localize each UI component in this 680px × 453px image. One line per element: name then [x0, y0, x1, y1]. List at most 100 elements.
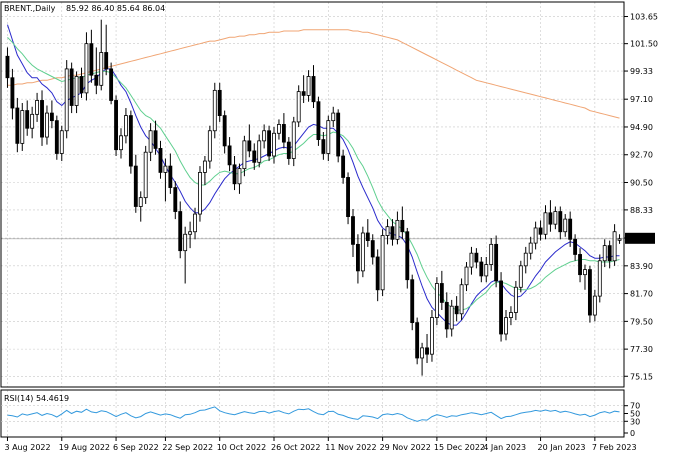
- candle-bull: [504, 317, 508, 335]
- candle-bear: [301, 91, 306, 96]
- ohlc-label: 85.92 86.40 85.64 86.04: [66, 4, 165, 13]
- candle-bull: [592, 295, 597, 316]
- candle-bull: [74, 76, 79, 106]
- rsi-tick-label: 30: [630, 417, 640, 426]
- date-tick-label: 20 Jan 2023: [538, 443, 586, 452]
- candle-bear: [168, 165, 173, 188]
- candle-bear: [178, 211, 183, 252]
- candle-bear: [494, 243, 499, 282]
- candle-bull: [207, 130, 212, 162]
- candle-bear: [281, 124, 286, 143]
- candle-bear: [607, 245, 612, 262]
- candle-bull: [84, 43, 89, 94]
- candle-bull: [523, 252, 528, 267]
- candle-bear: [286, 141, 291, 159]
- candle-bear: [558, 211, 563, 233]
- candle-bear: [568, 218, 573, 240]
- candle-bear: [346, 177, 350, 217]
- candle-bear: [351, 216, 355, 245]
- candle-bull: [257, 140, 262, 163]
- date-tick-label: 26 Oct 2022: [271, 443, 320, 452]
- candle-bear: [109, 68, 114, 101]
- current-price-tag: [625, 232, 655, 244]
- price-panel-frame: [0, 1, 625, 388]
- candle-bear: [415, 322, 420, 359]
- rsi-line: [7, 406, 620, 422]
- price-tick-label: 92.70: [630, 151, 653, 160]
- candle-bull: [464, 266, 469, 286]
- candle-bear: [222, 115, 227, 147]
- candle-bear: [400, 219, 405, 233]
- candle-bear: [173, 187, 178, 212]
- candle-bull: [306, 76, 311, 96]
- candle-bull: [430, 317, 434, 355]
- panel-frames: [0, 1, 625, 438]
- candle-bull: [380, 235, 385, 291]
- candle-bull: [385, 226, 390, 236]
- candle-bear: [336, 112, 341, 157]
- candle-bull: [602, 245, 607, 262]
- date-tick-label: 29 Nov 2022: [380, 443, 431, 452]
- rsi-label: RSI(14) 54.4619: [4, 394, 69, 403]
- candle-bear: [390, 226, 395, 240]
- candle-bear: [548, 212, 553, 225]
- candle-bull: [291, 121, 296, 159]
- candle-bear: [444, 302, 449, 330]
- date-tick-label: 10 Oct 2022: [217, 443, 266, 452]
- candle-bear: [79, 76, 84, 94]
- candle-bear: [587, 269, 592, 316]
- candle-bull: [484, 264, 489, 277]
- candle-bull: [563, 218, 568, 233]
- candle-bull: [188, 231, 193, 235]
- candle-bear: [370, 240, 375, 258]
- candle-bear: [227, 145, 232, 166]
- candle-bull: [148, 130, 153, 153]
- candle-bull: [163, 165, 168, 173]
- candle-bull: [20, 110, 25, 144]
- rsi-tick-label: 0: [630, 429, 635, 438]
- candle-bear: [321, 139, 326, 154]
- candle-bull: [326, 120, 331, 154]
- candle-bear: [439, 283, 444, 303]
- candle-bull: [30, 113, 35, 129]
- candle-bull: [543, 212, 548, 235]
- candle-bull: [272, 132, 276, 157]
- date-tick-label: 6 Sep 2022: [113, 443, 159, 452]
- candle-bear: [10, 77, 15, 109]
- price-axis: 103.65 101.50 99.33 97.10 94.90 92.70 90.50 88.…: [624, 13, 658, 381]
- candle-bear: [94, 74, 99, 86]
- candle-bear: [158, 148, 163, 173]
- candle-bear: [153, 130, 158, 149]
- candle-bear: [425, 347, 429, 355]
- candle-bull: [459, 284, 464, 315]
- price-tick-label: 90.50: [630, 179, 653, 188]
- price-tick-label: 83.90: [630, 262, 653, 271]
- price-tick-label: 88.33: [630, 206, 653, 215]
- candle-bear: [405, 231, 410, 281]
- candle-bull: [469, 252, 474, 268]
- candle-bull: [513, 286, 518, 313]
- candle-bull: [518, 265, 523, 288]
- date-tick-label: 19 Aug 2022: [59, 443, 110, 452]
- candle-bear: [247, 140, 252, 152]
- candle-bear: [133, 165, 138, 207]
- candle-bull: [617, 238, 622, 241]
- candle-bull: [143, 151, 148, 199]
- candle-bull: [59, 130, 64, 154]
- candle-bull: [35, 100, 40, 115]
- candle-bear: [316, 101, 321, 140]
- rsi-panel-frame: [0, 389, 625, 438]
- candle-bear: [365, 232, 370, 241]
- candle-bear: [474, 252, 479, 263]
- price-tick-label: 81.70: [630, 290, 653, 299]
- candle-bear: [114, 100, 118, 151]
- candle-bear: [104, 52, 109, 70]
- candle-bear: [578, 254, 582, 276]
- candle-bear: [232, 164, 237, 185]
- candle-bull: [553, 211, 558, 225]
- price-tick-label: 94.90: [630, 123, 653, 132]
- candle-bull: [262, 130, 267, 142]
- candle-bull: [509, 312, 513, 318]
- candle-bear: [355, 243, 360, 272]
